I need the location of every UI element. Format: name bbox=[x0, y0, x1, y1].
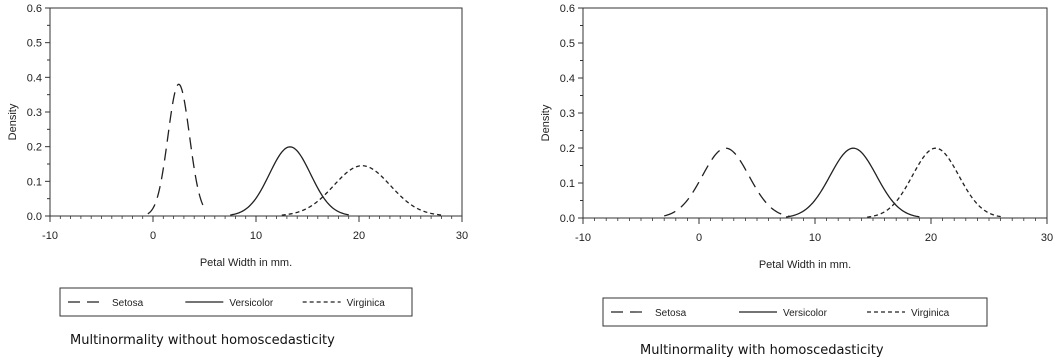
x-tick-label: 30 bbox=[456, 230, 468, 242]
y-tick-label: 0.5 bbox=[560, 38, 575, 50]
y-tick-label: 0.0 bbox=[27, 211, 42, 223]
y-tick-label: 0.1 bbox=[27, 176, 42, 188]
y-axis-label: Density bbox=[7, 103, 19, 140]
x-tick-label: 20 bbox=[925, 232, 937, 244]
y-tick-label: 0.6 bbox=[560, 3, 575, 15]
chart-panel-right: 0.0 0.1 0.2 0.3 0.4 0.5 0.6 -10 0 10 20 30 Petal Wid… bbox=[535, 0, 1057, 364]
density-curve-virginica bbox=[281, 165, 442, 216]
legend-label-versicolor: Versicolor bbox=[229, 298, 274, 309]
chart-panel-left: 0.0 0.1 0.2 0.3 0.4 0.5 0.6 -10 0 10 20 30 Petal Wid… bbox=[0, 0, 470, 364]
density-chart-left: 0.0 0.1 0.2 0.3 0.4 0.5 0.6 -10 0 10 20 30 Petal Wid… bbox=[7, 3, 468, 317]
x-tick-label: 30 bbox=[1041, 232, 1053, 244]
y-tick-label: 0.4 bbox=[560, 73, 575, 85]
plot-frame bbox=[49, 7, 463, 217]
y-tick-label: 0.1 bbox=[560, 178, 575, 190]
x-tick-label: 10 bbox=[250, 230, 262, 242]
legend-label-virginica: Virginica bbox=[911, 308, 950, 319]
x-axis-label: Petal Width in mm. bbox=[200, 257, 292, 269]
density-curve-virginica bbox=[867, 147, 1004, 218]
density-curve-versicolor bbox=[230, 146, 349, 216]
y-tick-label: 0.2 bbox=[560, 143, 575, 155]
x-axis-label: Petal Width in mm. bbox=[759, 259, 851, 271]
legend-label-virginica: Virginica bbox=[347, 298, 386, 309]
y-axis-label: Density bbox=[540, 104, 552, 141]
legend-label-versicolor: Versicolor bbox=[783, 308, 828, 319]
y-tick-label: 0.5 bbox=[27, 38, 42, 50]
caption-right: Multinormality with homoscedasticity bbox=[640, 343, 884, 358]
x-tick-label: 20 bbox=[353, 230, 365, 242]
density-curve-setosa bbox=[147, 83, 206, 215]
legend-label-setosa: Setosa bbox=[655, 308, 687, 319]
density-curve-setosa bbox=[664, 147, 790, 218]
plot-frame bbox=[582, 7, 1048, 219]
x-tick-label: 0 bbox=[150, 230, 156, 242]
x-tick-label: -10 bbox=[42, 230, 58, 242]
density-chart-right: 0.0 0.1 0.2 0.3 0.4 0.5 0.6 -10 0 10 20 30 Petal Wid… bbox=[540, 3, 1053, 327]
caption-left: Multinormality without homoscedasticity bbox=[70, 333, 335, 348]
density-curve-versicolor bbox=[785, 147, 920, 218]
y-tick-label: 0.2 bbox=[27, 142, 42, 154]
y-tick-label: 0.3 bbox=[560, 108, 575, 120]
x-tick-label: 10 bbox=[809, 232, 821, 244]
legend-box bbox=[602, 297, 988, 327]
y-tick-label: 0.0 bbox=[560, 213, 575, 225]
y-tick-label: 0.4 bbox=[27, 72, 42, 84]
legend-label-setosa: Setosa bbox=[112, 298, 144, 309]
x-tick-label: -10 bbox=[575, 232, 591, 244]
x-tick-label: 0 bbox=[696, 232, 702, 244]
y-tick-label: 0.3 bbox=[27, 107, 42, 119]
legend-box bbox=[59, 287, 413, 317]
y-tick-label: 0.6 bbox=[27, 3, 42, 15]
